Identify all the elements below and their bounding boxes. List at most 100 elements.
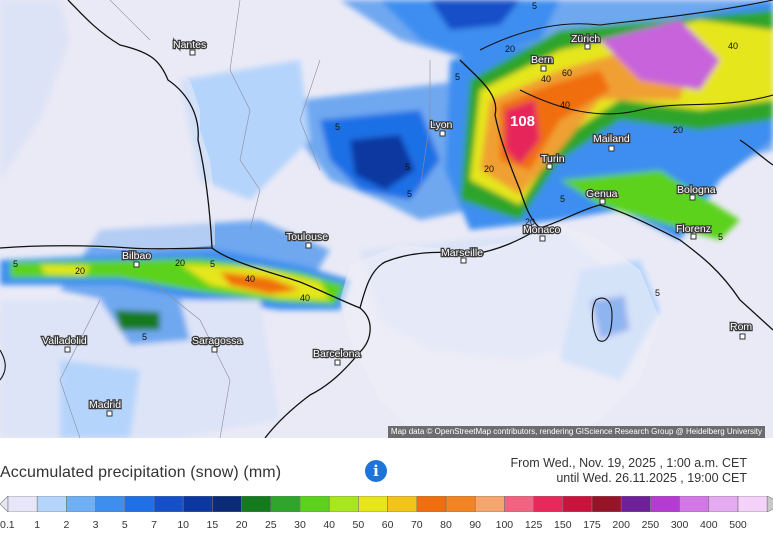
scale-arrow-left (0, 496, 9, 512)
city-label: Rom (730, 321, 752, 333)
city-toulouse: Toulouse (285, 230, 329, 249)
city-label: Monaco (523, 224, 561, 236)
city-label: Bern (531, 54, 553, 66)
scale-swatch (591, 496, 622, 512)
city-mailand: Mailand (592, 132, 631, 152)
scale-tick-label: 0.1 (0, 519, 15, 531)
scale-swatch (358, 496, 388, 512)
boundaries (0, 0, 773, 438)
scale-tick-label: 125 (524, 519, 543, 531)
scale-tick-label: 100 (495, 519, 514, 531)
scale-swatch (66, 496, 96, 512)
city-label: Genua (586, 188, 618, 200)
scale-swatch (124, 496, 155, 512)
scale-swatch (650, 496, 680, 512)
city-label: Mailand (593, 133, 630, 145)
scale-swatch (416, 496, 447, 512)
contour-label: 40 (245, 274, 255, 284)
contour-label: 20 (484, 164, 494, 174)
date-until: until Wed. 26.11.2025 , 19:00 CET (556, 471, 747, 485)
date-range: From Wed., Nov. 19, 2025 , 1:00 a.m. CET… (511, 456, 747, 486)
city-barcelona: Barcelona (312, 347, 362, 366)
scale-tick-label: 50 (352, 519, 365, 531)
sea-areas (0, 0, 660, 438)
color-scale-bar (0, 496, 773, 512)
scale-tick-label: 200 (612, 519, 630, 531)
scale-swatch (7, 496, 38, 512)
contour-label: 5 (142, 332, 147, 342)
city-turin: Turin (540, 152, 566, 170)
scale-tick-label: 15 (206, 519, 219, 531)
city-madrid: Madrid (88, 398, 123, 417)
city-label: Florenz (676, 223, 711, 235)
scale-tick-label: 30 (294, 519, 306, 531)
city-marseille: Marseille (440, 246, 484, 264)
scale-tick-label: 7 (151, 519, 157, 531)
city-label: Zürich (571, 33, 600, 45)
scale-swatch (533, 496, 564, 512)
scale-tick-label: 5 (121, 519, 128, 531)
city-label: Lyon (430, 119, 453, 131)
city-lyon: Lyon (429, 118, 454, 137)
contour-labels: 5 5 5 5 5 5 5 5 5 5 20 20 20 20 20 40 40… (13, 1, 738, 342)
city-bilbao: Bilbao (121, 249, 153, 268)
contour-label: 40 (541, 74, 551, 84)
info-icon[interactable]: i (365, 460, 387, 482)
city-label: Marseille (441, 247, 483, 259)
scale-tick-label: 40 (323, 519, 336, 531)
contour-label: 5 (405, 162, 410, 172)
city-label: Bilbao (122, 250, 151, 262)
city-label: Saragossa (192, 335, 242, 347)
city-bologna: Bologna (676, 183, 717, 201)
city-genua: Genua (585, 187, 619, 205)
city-valladolid: Valladolid (41, 334, 88, 353)
peak-value-label: 108 (510, 113, 535, 130)
city-zurich: Zürich (570, 32, 602, 50)
precipitation-map[interactable]: 5 5 5 5 5 5 5 5 5 5 20 20 20 20 20 40 40… (0, 0, 773, 438)
city-bern: Bern (530, 53, 555, 72)
city-label: Bologna (677, 184, 716, 196)
scale-swatch (679, 496, 710, 512)
scale-swatch (474, 496, 505, 512)
scale-swatch (299, 496, 330, 512)
scale-swatch (708, 496, 739, 512)
scale-swatch (387, 496, 418, 512)
contour-label: 5 (655, 288, 660, 298)
scale-swatch (36, 496, 67, 512)
map-attribution[interactable]: Map data © OpenStreetMap contributors, r… (387, 426, 765, 438)
scale-tick-label: 400 (700, 519, 718, 531)
scale-swatch (504, 496, 534, 512)
city-label: Nantes (173, 39, 206, 51)
contour-label: 5 (335, 122, 340, 132)
scale-tick-label: 300 (670, 519, 689, 531)
scale-tick-label: 10 (177, 519, 190, 531)
city-label: Valladolid (42, 335, 87, 347)
city-saragossa: Saragossa (191, 334, 244, 353)
scale-tick-label: 175 (583, 519, 601, 531)
city-label: Turin (541, 153, 565, 165)
scale-swatch (212, 496, 242, 512)
scale-tick-label: 3 (92, 519, 99, 531)
contour-label: 5 (718, 232, 723, 242)
city-florenz: Florenz (675, 222, 712, 240)
scale-tick-label: 2 (63, 519, 70, 531)
scale-tick-label: 150 (554, 519, 572, 531)
scale-tick-label: 250 (641, 519, 660, 531)
date-from: From Wed., Nov. 19, 2025 , 1:00 a.m. CET (510, 456, 747, 470)
contour-label: 20 (525, 217, 535, 227)
contour-label: 20 (505, 44, 515, 54)
scale-swatch (241, 496, 272, 512)
scale-swatch (153, 496, 184, 512)
scale-tick-label: 60 (381, 519, 394, 531)
scale-swatch (445, 496, 476, 512)
contour-label: 5 (560, 194, 565, 204)
city-rom: Rom (729, 320, 754, 340)
scale-swatch (182, 496, 213, 512)
contour-label: 20 (75, 266, 85, 276)
scale-swatch (328, 496, 359, 512)
scale-swatch (95, 496, 126, 512)
contour-label: 5 (13, 259, 18, 269)
city-monaco: Monaco (522, 223, 562, 242)
scale-tick-label: 20 (235, 519, 248, 531)
contour-label: 20 (175, 258, 185, 268)
